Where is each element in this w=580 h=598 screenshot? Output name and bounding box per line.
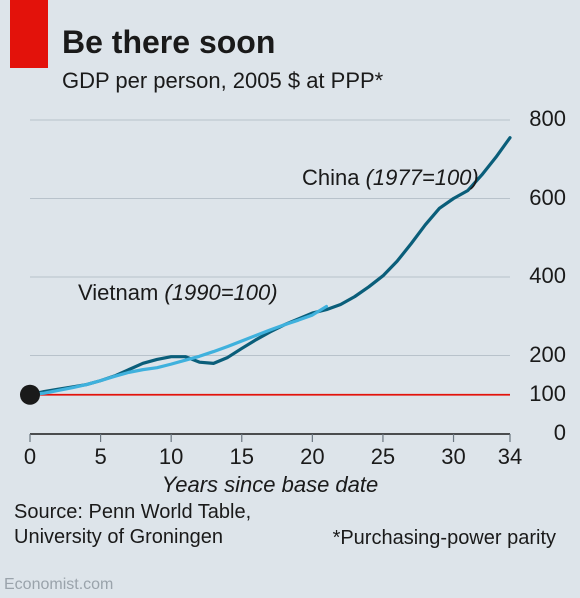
- y-tick-label: 400: [529, 263, 566, 289]
- series-label-vietnam: Vietnam (1990=100): [78, 280, 278, 306]
- x-tick-label: 10: [159, 444, 183, 470]
- credit-text: Economist.com: [4, 576, 113, 594]
- y-tick-label: 100: [529, 381, 566, 407]
- x-axis-title: Years since base date: [162, 472, 378, 498]
- x-tick-label: 0: [24, 444, 36, 470]
- y-tick-label: 200: [529, 342, 566, 368]
- x-tick-label: 30: [441, 444, 465, 470]
- source-text: Source: Penn World Table,University of G…: [14, 500, 251, 550]
- x-tick-label: 15: [230, 444, 254, 470]
- y-tick-label: 800: [529, 106, 566, 132]
- series-label-china: China (1977=100): [302, 165, 479, 191]
- y-tick-label: 0: [554, 420, 566, 446]
- x-tick-label: 20: [300, 444, 324, 470]
- chart-container: Be there soon GDP per person, 2005 $ at …: [0, 0, 580, 598]
- footnote-text: *Purchasing-power parity: [333, 527, 556, 550]
- x-tick-label: 34: [498, 444, 522, 470]
- x-tick-label: 25: [371, 444, 395, 470]
- x-tick-label: 5: [94, 444, 106, 470]
- y-tick-label: 600: [529, 185, 566, 211]
